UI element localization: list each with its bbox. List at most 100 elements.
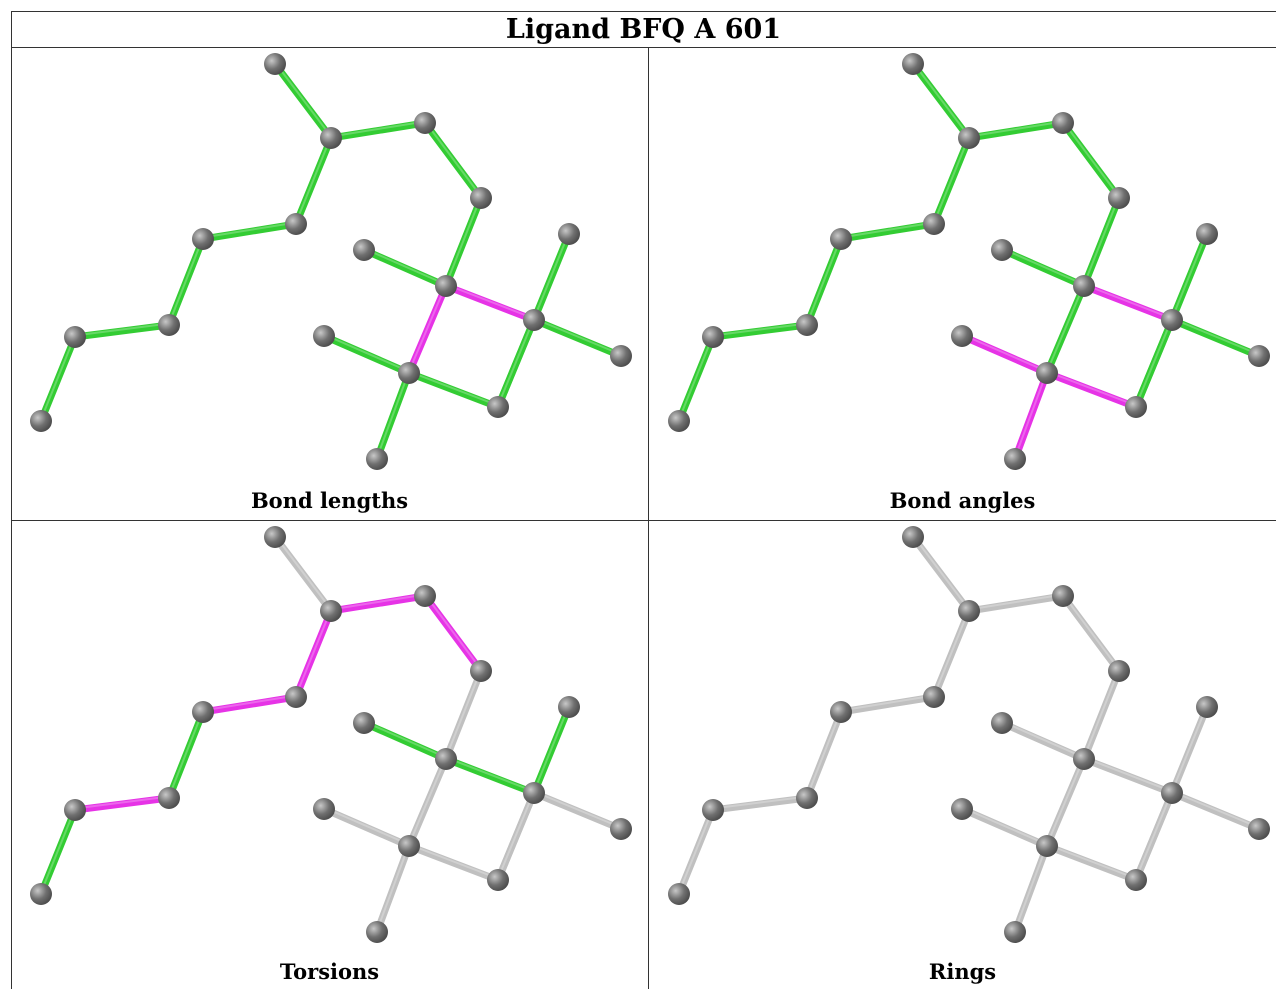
atom (30, 410, 52, 432)
atom (64, 799, 86, 821)
atom (1248, 345, 1270, 367)
bond (327, 592, 429, 615)
bond (909, 533, 973, 615)
bond (1168, 316, 1263, 360)
atom (320, 600, 342, 622)
bond (292, 607, 335, 701)
bond (405, 369, 502, 411)
atom (796, 787, 818, 809)
bond (709, 321, 811, 341)
bond (1080, 282, 1176, 324)
atom (353, 239, 375, 261)
atom (796, 314, 818, 336)
bond (1132, 316, 1176, 411)
atom (1052, 112, 1074, 134)
bond (405, 282, 450, 377)
bond (1043, 369, 1140, 411)
atom (1108, 660, 1130, 682)
molecule-diagram (668, 53, 1270, 470)
atom (285, 213, 307, 235)
atom (1196, 223, 1218, 245)
atom (991, 239, 1013, 261)
bond (360, 719, 450, 763)
figure-title: Ligand BFQ A 601 (11, 11, 1276, 48)
panel-divider-horizontal (11, 520, 1276, 521)
atom (158, 314, 180, 336)
atom (1108, 187, 1130, 209)
atom (1036, 835, 1058, 857)
atom (1248, 818, 1270, 840)
bond (675, 806, 717, 898)
atom (30, 883, 52, 905)
atom (1125, 396, 1147, 418)
atom (830, 701, 852, 723)
bond (421, 592, 485, 675)
atom (558, 223, 580, 245)
bond (71, 321, 173, 341)
bond (1043, 755, 1088, 850)
bond (442, 194, 485, 290)
bond (442, 667, 485, 763)
panel-torsions: Torsions (11, 521, 648, 989)
atom (668, 883, 690, 905)
panel-divider-vertical (648, 48, 649, 989)
bond (360, 246, 450, 290)
atom (951, 798, 973, 820)
atom (414, 585, 436, 607)
atom (1004, 448, 1026, 470)
bond (930, 607, 973, 701)
atom (610, 818, 632, 840)
panel-bond-angles: Bond angles (649, 48, 1276, 520)
bond (199, 693, 300, 716)
atom (610, 345, 632, 367)
bond (965, 592, 1067, 615)
atom (487, 869, 509, 891)
bond (373, 369, 413, 463)
bond (320, 332, 413, 377)
atom (902, 526, 924, 548)
atom (1036, 362, 1058, 384)
bond (271, 60, 335, 142)
bond (405, 755, 450, 850)
atom (991, 712, 1013, 734)
atom (958, 600, 980, 622)
atom (1073, 275, 1095, 297)
atom (366, 921, 388, 943)
bond (675, 333, 717, 425)
bond (1080, 667, 1123, 763)
atom (951, 325, 973, 347)
figure-frame (11, 11, 1276, 989)
panel-bond-lengths: Bond lengths (11, 48, 648, 520)
bond (837, 220, 938, 243)
atom (320, 127, 342, 149)
atom (1161, 309, 1183, 331)
bond (405, 842, 502, 884)
atom (192, 701, 214, 723)
bond (909, 60, 973, 142)
bond (442, 282, 538, 324)
bond (327, 119, 429, 142)
bond (165, 708, 207, 802)
bond (199, 220, 300, 243)
bond (1168, 703, 1211, 797)
bond (530, 789, 625, 833)
bond (37, 333, 79, 425)
bond (958, 332, 1051, 377)
bond (165, 235, 207, 329)
atom (1125, 869, 1147, 891)
bond (1011, 842, 1051, 936)
atom (558, 696, 580, 718)
bond (958, 805, 1051, 850)
atom (923, 213, 945, 235)
bond (837, 693, 938, 716)
bond (1059, 119, 1123, 202)
bond (320, 805, 413, 850)
atom (285, 686, 307, 708)
bond (1080, 194, 1123, 290)
bond (1011, 369, 1051, 463)
atom (958, 127, 980, 149)
bond (373, 842, 413, 936)
bond (1168, 230, 1211, 324)
bond (271, 533, 335, 615)
panel-caption: Rings (928, 959, 997, 984)
